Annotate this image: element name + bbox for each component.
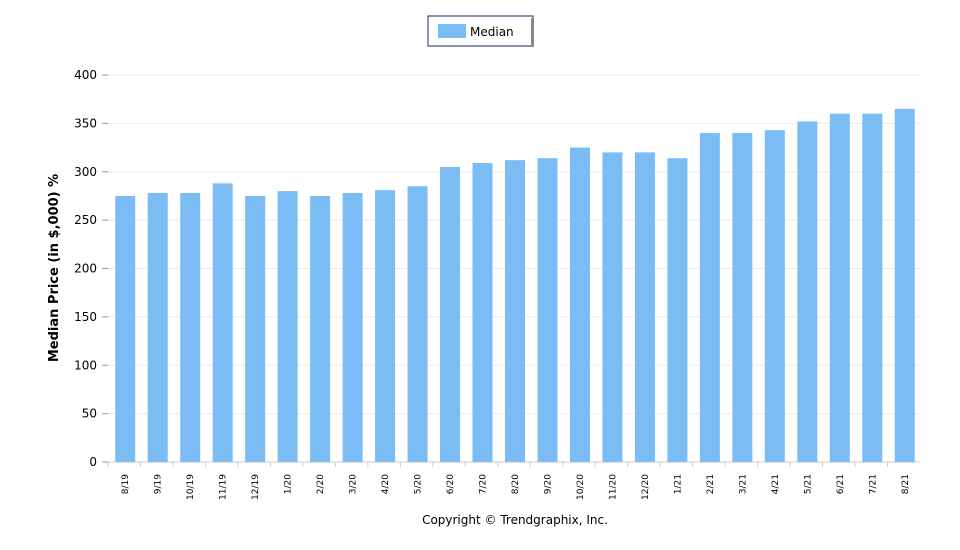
x-tick-label: 4/21 <box>771 474 781 494</box>
bar <box>537 158 558 462</box>
x-tick-label: 2/20 <box>316 474 326 494</box>
x-tick-label: 8/19 <box>121 474 131 494</box>
bar <box>732 133 753 463</box>
legend-swatch <box>438 24 466 38</box>
bar <box>894 108 915 463</box>
bar <box>829 113 850 462</box>
bar <box>634 152 655 462</box>
bar <box>245 195 266 462</box>
x-tick-label: 4/20 <box>381 474 391 494</box>
y-tick-label: 150 <box>74 310 97 324</box>
legend-label: Median <box>470 25 514 39</box>
y-tick-label: 50 <box>82 407 97 421</box>
bar <box>342 193 363 462</box>
bar <box>180 193 201 462</box>
x-tick-label: 6/21 <box>836 474 846 494</box>
x-tick-label: 12/19 <box>251 474 261 500</box>
y-tick-label: 300 <box>74 165 97 179</box>
x-tick-label: 11/19 <box>219 474 229 500</box>
x-tick-label: 7/21 <box>868 474 878 494</box>
bar <box>277 191 298 462</box>
x-tick-label: 10/20 <box>576 474 586 500</box>
x-tick-label: 7/20 <box>479 474 489 494</box>
bar <box>440 166 461 462</box>
copyright-text: Copyright © Trendgraphix, Inc. <box>422 513 608 527</box>
bar <box>147 193 168 462</box>
bar <box>310 195 331 462</box>
legend: Median <box>427 15 534 47</box>
x-tick-label: 3/21 <box>738 474 748 494</box>
x-tick-label: 11/20 <box>608 474 618 500</box>
y-tick-label: 200 <box>74 262 97 276</box>
y-tick-label: 100 <box>74 358 97 372</box>
x-tick-label: 8/21 <box>901 474 911 494</box>
bar <box>797 121 818 462</box>
bar <box>667 158 688 462</box>
x-tick-label: 5/21 <box>803 474 813 494</box>
y-tick-label: 350 <box>74 116 97 130</box>
bar <box>764 130 785 462</box>
bar <box>602 152 623 462</box>
bar <box>862 113 883 462</box>
y-tick-label: 250 <box>74 213 97 227</box>
bar <box>212 183 233 463</box>
x-tick-label: 10/19 <box>186 474 196 500</box>
y-tick-label: 0 <box>89 455 97 469</box>
x-tick-label: 5/20 <box>414 474 424 494</box>
x-tick-label: 1/20 <box>284 474 294 494</box>
x-tick-label: 6/20 <box>446 474 456 494</box>
y-axis-label: Median Price (in $,000) % <box>47 174 62 362</box>
bar <box>115 195 136 462</box>
y-tick-label: 400 <box>74 68 97 82</box>
bar <box>472 163 493 463</box>
legend-shadow <box>531 18 534 47</box>
x-tick-label: 1/21 <box>673 474 683 494</box>
x-tick-label: 9/20 <box>543 474 553 494</box>
bar <box>407 186 428 462</box>
bar <box>505 160 525 462</box>
x-tick-label: 2/21 <box>706 474 716 494</box>
bar <box>569 147 590 462</box>
x-tick-label: 8/20 <box>511 474 521 494</box>
bar <box>699 133 720 463</box>
x-tick-label: 3/20 <box>349 474 359 494</box>
bar <box>375 190 396 462</box>
x-tick-label: 9/19 <box>154 474 164 494</box>
x-tick-label: 12/20 <box>641 474 651 500</box>
